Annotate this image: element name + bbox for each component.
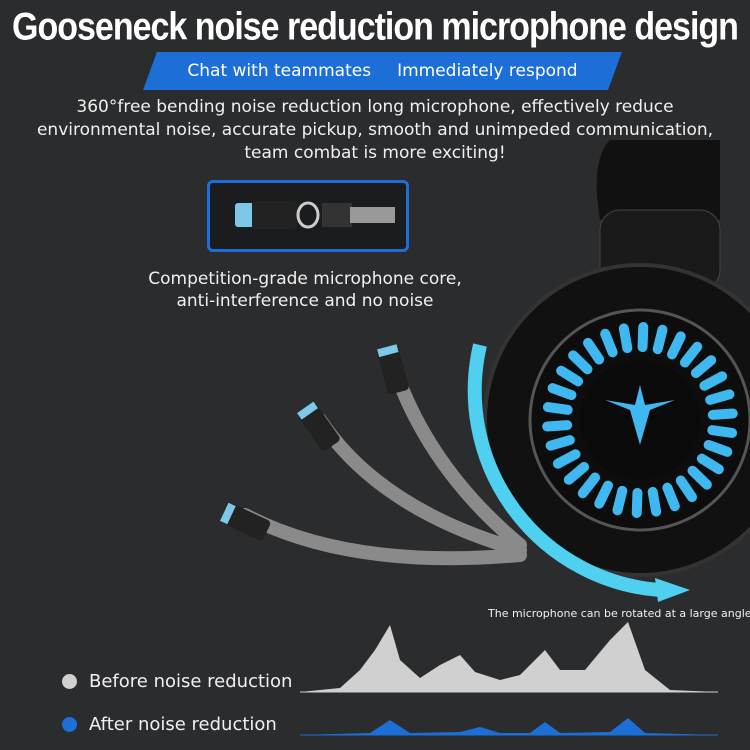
led-segment (679, 341, 703, 368)
led-segment (563, 461, 590, 485)
winged-emblem-icon (605, 385, 675, 445)
banner-right-text: Immediately respond (397, 61, 578, 81)
led-segment (545, 435, 575, 451)
led-segment (662, 482, 680, 512)
mic-core-icon (235, 201, 395, 229)
after-waveform (300, 718, 718, 735)
before-waveform (300, 622, 718, 692)
led-segment (577, 472, 601, 499)
led-segment (675, 475, 698, 503)
legend-before: Before noise reduction (62, 671, 292, 692)
led-segment (687, 465, 712, 490)
banner: Chat with teammates Immediately respond (150, 52, 615, 90)
rotation-arrow (467, 343, 661, 597)
gray-dot-icon (62, 674, 77, 689)
led-segment (542, 402, 573, 415)
legend-after: After noise reduction (62, 714, 277, 735)
led-segment (600, 328, 618, 358)
headband (596, 140, 720, 220)
led-segment (707, 425, 738, 438)
led-segment (552, 449, 581, 469)
core-caption: Competition-grade microphone core, anti-… (100, 268, 510, 312)
led-segment (582, 337, 605, 365)
description-line: team combat is more exciting! (244, 143, 506, 163)
led-segment (618, 323, 633, 354)
led-segment (542, 420, 573, 432)
description-line: environmental noise, accurate pickup, sm… (36, 120, 714, 140)
description: 360°free bending noise reduction long mi… (20, 96, 730, 165)
led-segment (707, 408, 738, 420)
led-segment (594, 480, 613, 509)
core-caption-line: Competition-grade microphone core, (148, 269, 462, 289)
led-segment (568, 350, 593, 375)
led-segment (631, 487, 643, 518)
blue-dot-icon (62, 717, 77, 732)
led-segment (705, 389, 735, 405)
led-segment (703, 439, 733, 457)
led-segment (647, 486, 662, 517)
led-segment (667, 331, 686, 360)
led-segment (556, 365, 584, 387)
led-segment (547, 383, 577, 401)
rotate-note: The microphone can be rotated at a large… (488, 607, 750, 620)
description-line: 360°free bending noise reduction long mi… (76, 97, 674, 117)
led-segment (637, 322, 649, 353)
core-caption-line: anti-interference and no noise (176, 291, 434, 311)
led-segment (690, 355, 717, 379)
legend-before-label: Before noise reduction (89, 671, 293, 692)
mic-core-image (207, 180, 409, 252)
led-segment (699, 371, 728, 391)
legend-after-label: After noise reduction (89, 714, 277, 735)
led-segment (612, 485, 628, 516)
banner-left-text: Chat with teammates (187, 61, 372, 81)
led-segment (652, 324, 668, 355)
led-segment (696, 453, 724, 475)
page-title: Gooseneck noise reduction microphone des… (12, 5, 739, 49)
led-ring (542, 322, 738, 518)
